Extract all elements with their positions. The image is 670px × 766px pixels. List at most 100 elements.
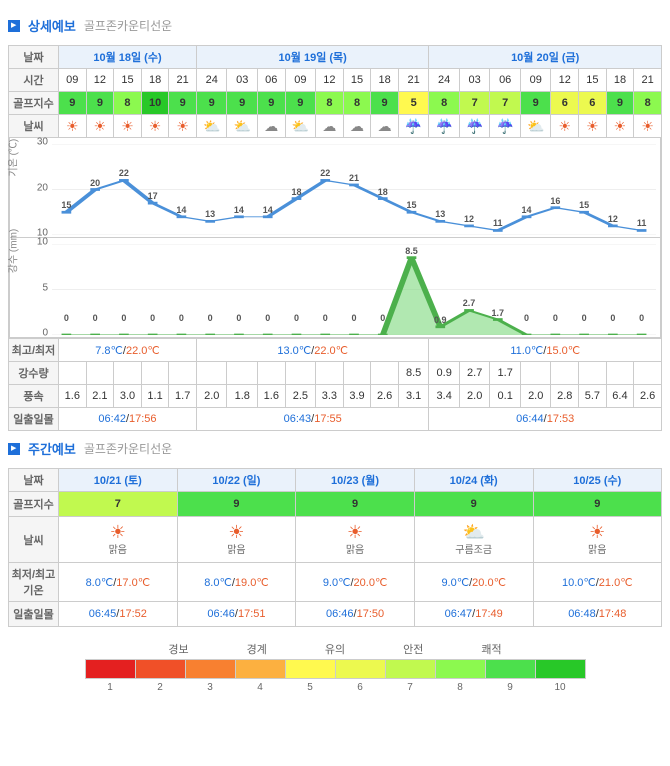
weather-icon: ☀	[634, 115, 662, 138]
wk-date: 10/24 (화)	[414, 469, 533, 492]
rain-cell	[169, 362, 197, 385]
weather-icon: ☀	[606, 115, 634, 138]
weather-label: 날씨	[9, 115, 59, 138]
wind-cell: 3.0	[114, 385, 142, 408]
hour-cell: 15	[114, 69, 142, 92]
wind-cell: 2.1	[86, 385, 114, 408]
weather-icon: ☀	[169, 115, 197, 138]
hour-cell: 15	[579, 69, 607, 92]
wk-hilo: 8.0℃/19.0℃	[177, 563, 296, 602]
index-label: 골프지수	[9, 92, 59, 115]
index-cell: 8	[114, 92, 142, 115]
legend-num: 5	[285, 682, 335, 693]
hilo-label: 최고/최저	[9, 339, 59, 362]
sun-label: 일출일몰	[9, 408, 59, 431]
wk-index: 9	[296, 492, 415, 517]
wind-cell: 1.6	[59, 385, 87, 408]
wk-wx-label: 날씨	[9, 517, 59, 563]
wk-sun-label: 일출일몰	[9, 602, 59, 627]
rain-label: 강수량	[9, 362, 59, 385]
weather-icon: ☔	[398, 115, 429, 138]
wk-date-label: 날짜	[9, 469, 59, 492]
index-cell: 5	[398, 92, 429, 115]
legend-num: 4	[235, 682, 285, 693]
weekly-table: 날짜10/21 (토)10/22 (일)10/23 (월)10/24 (화)10…	[8, 468, 662, 627]
wind-cell: 2.6	[371, 385, 399, 408]
index-cell: 9	[86, 92, 114, 115]
rain-cell	[551, 362, 579, 385]
index-cell: 8	[429, 92, 460, 115]
date-head: 10월 18일 (수)	[59, 46, 197, 69]
wk-index: 9	[533, 492, 662, 517]
hour-cell: 06	[258, 69, 286, 92]
legend-label: 경보	[168, 641, 188, 657]
hour-cell: 09	[285, 69, 316, 92]
hour-cell: 03	[459, 69, 490, 92]
weather-icon: ☔	[429, 115, 460, 138]
weather-icon: ⛅	[196, 115, 227, 138]
hour-cell: 12	[86, 69, 114, 92]
wk-weather: ☀맑음	[533, 517, 662, 563]
wk-index: 9	[414, 492, 533, 517]
index-cell: 9	[196, 92, 227, 115]
weather-icon: ☀	[114, 115, 142, 138]
rain-cell: 1.7	[490, 362, 521, 385]
rain-cell	[227, 362, 258, 385]
hour-cell: 18	[371, 69, 399, 92]
index-cell: 9	[169, 92, 197, 115]
legend-num: 3	[185, 682, 235, 693]
rain-cell	[196, 362, 227, 385]
hour-cell: 09	[59, 69, 87, 92]
legend: 경보경계유의안전쾌적 12345678910	[8, 641, 662, 693]
wk-weather: ☀맑음	[177, 517, 296, 563]
legend-label: 안전	[403, 641, 423, 657]
hour-cell: 21	[398, 69, 429, 92]
date-head: 10월 19일 (목)	[196, 46, 428, 69]
hour-cell: 12	[551, 69, 579, 92]
legend-color	[185, 660, 235, 678]
wk-hilo: 10.0℃/21.0℃	[533, 563, 662, 602]
hour-cell: 12	[316, 69, 344, 92]
wind-cell: 0.1	[490, 385, 521, 408]
wind-label: 풍속	[9, 385, 59, 408]
index-cell: 9	[606, 92, 634, 115]
weather-icon: ☀	[59, 115, 87, 138]
index-cell: 7	[490, 92, 521, 115]
rain-cell	[114, 362, 142, 385]
hilo-cell: 11.0℃/15.0℃	[429, 339, 662, 362]
legend-num: 2	[135, 682, 185, 693]
rain-cell	[59, 362, 87, 385]
legend-color	[335, 660, 385, 678]
hour-cell: 06	[490, 69, 521, 92]
index-cell: 6	[551, 92, 579, 115]
wind-cell: 3.9	[343, 385, 371, 408]
hour-cell: 24	[196, 69, 227, 92]
weekly-sub: 골프존카운티선운	[84, 440, 172, 457]
weather-icon: ☁	[371, 115, 399, 138]
legend-num: 10	[535, 682, 585, 693]
arrow-icon	[8, 443, 20, 455]
wind-cell: 1.6	[258, 385, 286, 408]
wind-cell: 3.1	[398, 385, 429, 408]
rain-cell	[316, 362, 344, 385]
wind-cell: 2.0	[196, 385, 227, 408]
legend-num: 6	[335, 682, 385, 693]
date-head: 10월 20일 (금)	[429, 46, 662, 69]
weather-icon: ☁	[258, 115, 286, 138]
wind-cell: 2.8	[551, 385, 579, 408]
wk-hilo-label: 최저/최고기온	[9, 563, 59, 602]
wk-weather: ☀맑음	[59, 517, 178, 563]
index-cell: 9	[285, 92, 316, 115]
legend-num: 9	[485, 682, 535, 693]
wk-index: 9	[177, 492, 296, 517]
weekly-title: 주간예보	[28, 439, 76, 458]
rain-cell	[579, 362, 607, 385]
wind-cell: 2.0	[459, 385, 490, 408]
wind-cell: 3.3	[316, 385, 344, 408]
sunrise-sunset-cell: 06:44/17:53	[429, 408, 662, 431]
hour-cell: 21	[169, 69, 197, 92]
rain-cell	[634, 362, 662, 385]
legend-label: 경계	[247, 641, 267, 657]
index-cell: 6	[579, 92, 607, 115]
wk-sun: 06:46/17:51	[177, 602, 296, 627]
